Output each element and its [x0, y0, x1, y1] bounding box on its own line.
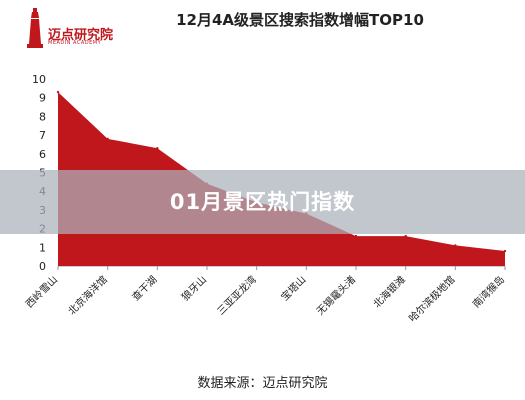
brand-logo: 迈点研究院 MEADIN ACADEMY: [24, 6, 144, 52]
data-point: [56, 90, 60, 94]
logo-subtitle: MEADIN ACADEMY: [48, 40, 102, 46]
x-tick-label: 南湾猴岛: [470, 273, 507, 310]
data-source: 数据来源：迈点研究院: [197, 376, 328, 391]
x-tick-label: 无锡鼋头渚: [314, 273, 359, 318]
overlay-title: 01月景区热门指数: [169, 190, 356, 214]
y-tick-label: 10: [32, 73, 46, 86]
y-tick-label: 8: [39, 110, 46, 123]
x-tick-label: 狼牙山: [179, 273, 209, 303]
lighthouse-icon: [27, 8, 43, 48]
y-tick-label: 9: [39, 92, 46, 105]
x-tick-label: 北海银滩: [370, 273, 407, 310]
x-tick-label: 三亚亚龙湾: [214, 273, 259, 318]
y-tick-label: 1: [39, 241, 46, 254]
y-tick-label: 6: [39, 148, 46, 161]
x-tick-label: 北京海洋馆: [65, 273, 110, 318]
logo-name: 迈点研究院: [48, 28, 114, 43]
chart-title: 12月4A级景区搜索指数增幅TOP10: [176, 11, 424, 29]
y-tick-label: 0: [39, 260, 46, 273]
x-tick-label: 查干湖: [129, 273, 159, 303]
overlay-banner: [0, 170, 525, 234]
data-point: [106, 137, 109, 141]
data-point: [454, 244, 457, 247]
data-point: [404, 234, 407, 238]
x-tick-label: 哈尔滨极地馆: [406, 273, 458, 325]
data-point: [354, 234, 358, 238]
x-tick-label: 西岭雪山: [23, 273, 60, 310]
data-point: [503, 249, 507, 253]
y-tick-label: 7: [39, 129, 46, 142]
data-point: [156, 146, 159, 150]
x-tick-label: 宝塔山: [278, 273, 308, 303]
